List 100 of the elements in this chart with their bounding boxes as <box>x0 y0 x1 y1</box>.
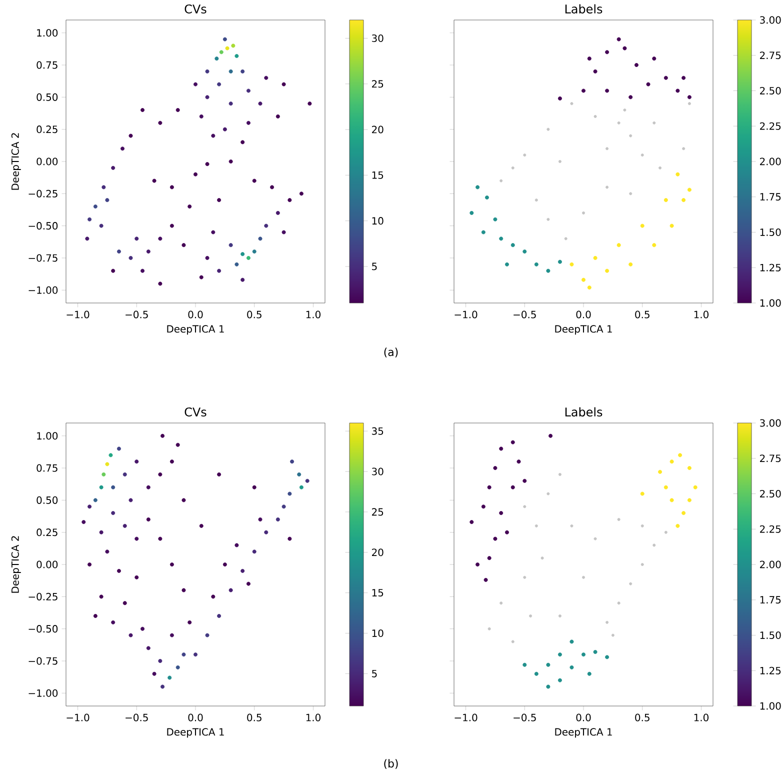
point <box>582 576 586 579</box>
point <box>522 478 527 483</box>
point <box>676 524 680 528</box>
point <box>546 268 550 273</box>
point <box>522 662 527 667</box>
point <box>564 237 568 240</box>
point <box>558 96 562 100</box>
x-tick-label: 1.0 <box>694 310 709 318</box>
x-tick-label: −1.0 <box>454 310 478 318</box>
point <box>646 82 650 86</box>
color-bar-label: 35 <box>372 427 384 435</box>
x-tick-label: −0.5 <box>126 714 148 722</box>
point <box>658 470 662 474</box>
color-bar-label: 2.00 <box>760 158 781 166</box>
point <box>594 114 597 118</box>
color-bar-label: 3.00 <box>760 419 781 427</box>
color-bar-label: 10 <box>372 629 384 637</box>
point <box>582 88 586 93</box>
color-bar-label: 2.25 <box>760 525 781 533</box>
color-bar-label: 2.00 <box>760 560 781 568</box>
point <box>652 544 656 547</box>
y-tick-label: 0.25 <box>36 528 58 536</box>
point <box>546 128 550 131</box>
y-tick-label: −1.00 <box>28 689 58 697</box>
x-tick-label: −1.0 <box>66 310 90 318</box>
point <box>640 492 644 496</box>
point <box>670 498 674 502</box>
x-tick-label: 0.5 <box>635 310 650 318</box>
color-bar-label: 1.25 <box>760 264 781 272</box>
x-tick-label: 0.5 <box>247 714 262 722</box>
color-bar-label: 25 <box>372 508 384 516</box>
x-tick-label: −0.5 <box>514 714 536 722</box>
y-tick-label: 0.50 <box>36 93 58 101</box>
color-bar-label: 1.75 <box>760 193 781 201</box>
color-bar-label: 20 <box>372 126 384 134</box>
y-tick-label: 1.00 <box>37 432 58 440</box>
y-tick-label: −1.00 <box>28 286 58 294</box>
x-tick-label: −1.0 <box>66 714 90 722</box>
point <box>516 460 521 464</box>
y-tick-label: 0.00 <box>36 158 58 166</box>
point <box>670 224 674 228</box>
y-tick-label: 0.75 <box>36 464 58 472</box>
point <box>634 63 638 68</box>
point <box>548 434 553 438</box>
point <box>558 160 562 163</box>
point <box>582 211 586 214</box>
point <box>570 524 574 528</box>
point <box>664 76 668 80</box>
x-tick-label: 1.0 <box>694 714 709 722</box>
point <box>587 286 592 290</box>
point <box>558 614 562 618</box>
color-bar-label: 1.00 <box>760 299 781 307</box>
x-tick-label: 1.0 <box>306 714 320 722</box>
y-axis-title: DeepTICA 2 <box>11 536 21 593</box>
point <box>629 134 632 138</box>
y-tick-label: −0.50 <box>28 222 58 230</box>
point <box>546 492 550 496</box>
point <box>523 154 526 157</box>
point <box>658 166 662 170</box>
point <box>504 530 509 534</box>
color-bar-label: 2.75 <box>760 52 781 60</box>
point <box>558 260 562 264</box>
point <box>546 218 550 221</box>
point <box>534 262 538 266</box>
point <box>676 172 680 176</box>
point <box>511 166 514 170</box>
x-tick-label: 0.0 <box>188 310 203 318</box>
point <box>617 121 620 124</box>
point <box>611 634 614 637</box>
point <box>664 485 668 490</box>
point <box>523 576 526 579</box>
point <box>499 446 504 451</box>
color-bar-label: 30 <box>372 468 384 476</box>
point <box>640 224 644 228</box>
color-bar-label: 1.75 <box>760 596 781 604</box>
y-tick-label: 0.00 <box>36 560 58 568</box>
point <box>481 230 486 234</box>
point <box>499 236 504 241</box>
point <box>499 511 504 516</box>
x-axis-title: DeepTICA 1 <box>167 728 224 738</box>
point <box>605 268 610 273</box>
y-tick-label: 0.50 <box>36 496 58 504</box>
point <box>570 102 574 106</box>
x-tick-label: −1.0 <box>454 714 478 722</box>
color-bar-label: 5 <box>372 262 377 270</box>
point <box>500 602 503 605</box>
point <box>617 602 620 605</box>
point <box>606 186 609 189</box>
point <box>523 505 526 508</box>
x-tick-label: 0.0 <box>576 714 591 722</box>
point <box>500 179 503 182</box>
point <box>522 250 527 254</box>
y-tick-label: 0.25 <box>36 126 58 134</box>
y-tick-label: −0.25 <box>28 190 58 198</box>
point <box>570 640 574 644</box>
point <box>687 498 692 502</box>
point <box>629 192 632 196</box>
point <box>616 37 621 42</box>
point <box>687 95 692 100</box>
point <box>470 520 474 524</box>
